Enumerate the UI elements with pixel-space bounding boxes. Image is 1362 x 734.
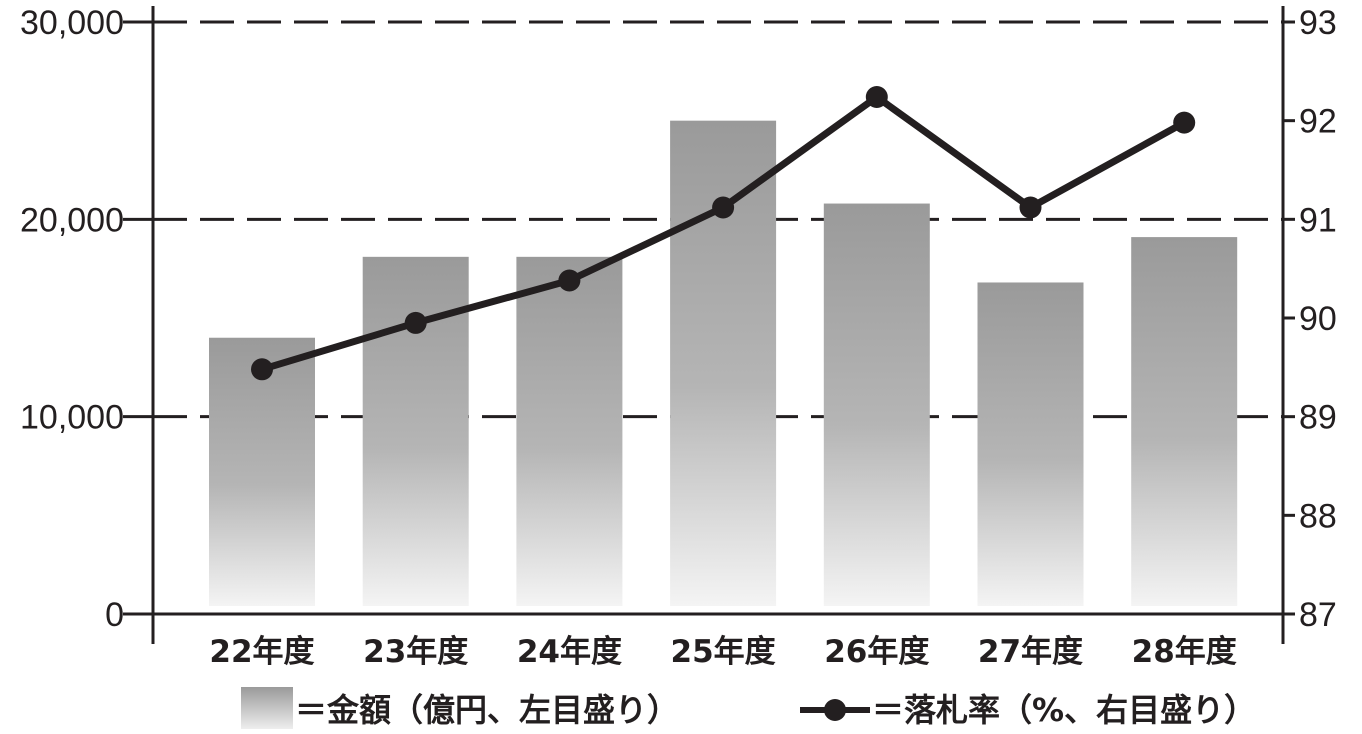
category-label: 23年度 bbox=[363, 634, 468, 670]
rate-point bbox=[865, 85, 888, 108]
rate-point bbox=[1019, 196, 1042, 219]
legend-bar-swatch bbox=[241, 687, 293, 729]
legend: ＝金額（億円、左目盛り） ＝落札率（%、右目盛り） bbox=[241, 687, 1256, 729]
left-tick-label: 20,000 bbox=[20, 201, 124, 239]
category-label: 24年度 bbox=[517, 634, 622, 670]
bar-series bbox=[209, 120, 1238, 607]
bar bbox=[670, 120, 777, 607]
rate-point bbox=[251, 358, 273, 381]
axes bbox=[123, 6, 1295, 644]
right-tick-label: 93 bbox=[1299, 4, 1337, 42]
bar bbox=[1131, 237, 1238, 607]
right-tick-label: 88 bbox=[1299, 497, 1337, 535]
legend-line-label: ＝落札率（%、右目盛り） bbox=[872, 691, 1256, 729]
right-tick-label: 89 bbox=[1299, 399, 1337, 437]
right-tick-label: 91 bbox=[1299, 201, 1337, 239]
line-series bbox=[251, 85, 1196, 381]
category-label: 26年度 bbox=[824, 634, 929, 670]
bar bbox=[516, 256, 623, 606]
left-tick-label: 10,000 bbox=[20, 399, 124, 437]
bar bbox=[823, 203, 930, 606]
category-label: 22年度 bbox=[209, 634, 314, 670]
left-tick-label: 30,000 bbox=[20, 4, 124, 42]
bar bbox=[209, 337, 315, 606]
right-tick-label: 92 bbox=[1299, 103, 1337, 141]
category-label: 25年度 bbox=[671, 634, 776, 670]
rate-point bbox=[1173, 111, 1196, 134]
rate-point bbox=[712, 196, 735, 219]
legend-bar-label: ＝金額（億円、左目盛り） bbox=[295, 691, 679, 729]
legend-line-marker bbox=[824, 699, 846, 721]
rate-point bbox=[558, 269, 581, 292]
bar bbox=[977, 282, 1084, 606]
left-tick-label: 0 bbox=[105, 596, 124, 634]
category-label: 27年度 bbox=[978, 634, 1083, 670]
right-tick-label: 87 bbox=[1299, 596, 1337, 634]
rate-point bbox=[404, 311, 427, 334]
right-tick-label: 90 bbox=[1299, 300, 1337, 338]
axis-labels: 0 10,000 20,000 30,000 87 88 89 90 91 92 93 22年度 23年… bbox=[20, 4, 1337, 670]
category-label: 28年度 bbox=[1132, 634, 1237, 670]
